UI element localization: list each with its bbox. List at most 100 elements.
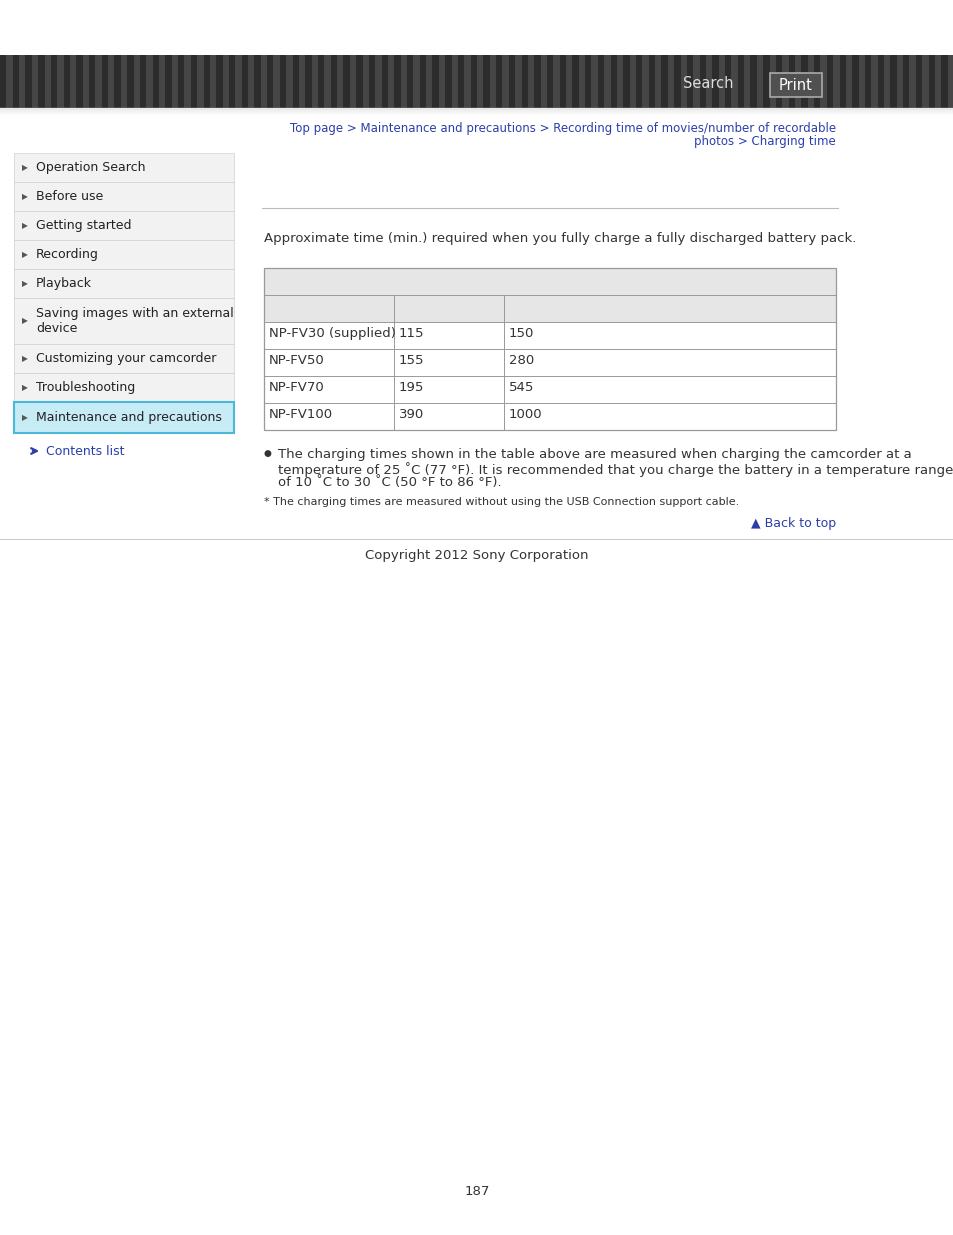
Bar xyxy=(197,56,204,107)
Text: Top page > Maintenance and precautions > Recording time of movies/number of reco: Top page > Maintenance and precautions >… xyxy=(290,122,835,135)
Bar xyxy=(184,56,192,107)
Bar xyxy=(629,56,636,107)
Bar xyxy=(553,56,559,107)
Bar xyxy=(731,56,738,107)
Bar xyxy=(381,56,388,107)
Bar xyxy=(369,56,375,107)
Bar xyxy=(400,56,407,107)
Bar xyxy=(19,56,26,107)
Bar xyxy=(617,56,623,107)
Text: Playback: Playback xyxy=(36,277,91,290)
Bar xyxy=(515,56,521,107)
Bar xyxy=(584,56,592,107)
Bar xyxy=(565,56,573,107)
Bar xyxy=(858,56,864,107)
Text: Contents list: Contents list xyxy=(46,445,125,458)
Text: Copyright 2012 Sony Corporation: Copyright 2012 Sony Corporation xyxy=(365,550,588,562)
Bar xyxy=(750,56,757,107)
Bar xyxy=(375,56,382,107)
Bar xyxy=(0,114,953,115)
Bar xyxy=(483,56,490,107)
Text: * The charging times are measured without using the USB Connection support cable: * The charging times are measured withou… xyxy=(264,496,739,508)
Bar xyxy=(445,56,452,107)
Text: Getting started: Getting started xyxy=(36,219,132,232)
Bar xyxy=(14,240,233,269)
Text: 187: 187 xyxy=(464,1186,489,1198)
Bar xyxy=(877,56,883,107)
Bar xyxy=(851,56,859,107)
Text: ▶: ▶ xyxy=(22,221,28,230)
Text: 280: 280 xyxy=(509,354,534,367)
Bar xyxy=(820,56,826,107)
Bar xyxy=(102,56,109,107)
Bar xyxy=(127,56,134,107)
Text: device: device xyxy=(36,321,77,335)
Text: NP-FV100: NP-FV100 xyxy=(269,408,333,421)
Bar xyxy=(216,56,223,107)
Bar xyxy=(14,373,233,403)
Bar xyxy=(114,56,121,107)
Text: Customizing your camcorder: Customizing your camcorder xyxy=(36,352,216,366)
Bar xyxy=(70,56,77,107)
Text: ▶: ▶ xyxy=(22,279,28,288)
Bar xyxy=(922,56,928,107)
Bar xyxy=(51,56,58,107)
Bar xyxy=(178,56,185,107)
Text: 155: 155 xyxy=(398,354,424,367)
Bar xyxy=(438,56,445,107)
Bar xyxy=(0,109,953,110)
Bar xyxy=(464,56,471,107)
Bar xyxy=(674,56,680,107)
Bar xyxy=(14,403,233,433)
Text: NP-FV30 (supplied): NP-FV30 (supplied) xyxy=(269,327,395,340)
Text: ▶: ▶ xyxy=(22,249,28,259)
Bar xyxy=(0,110,953,112)
Bar xyxy=(312,56,318,107)
Bar xyxy=(407,56,414,107)
Bar xyxy=(591,56,598,107)
Bar xyxy=(826,56,833,107)
Bar xyxy=(622,56,630,107)
Text: ●: ● xyxy=(264,450,272,458)
Bar xyxy=(248,56,254,107)
Bar xyxy=(743,56,750,107)
Bar xyxy=(908,56,916,107)
Text: Before use: Before use xyxy=(36,190,103,203)
Bar xyxy=(14,269,233,298)
Bar xyxy=(14,182,233,211)
Bar xyxy=(286,56,293,107)
Bar xyxy=(14,345,233,373)
Bar xyxy=(762,56,769,107)
Text: Saving images with an external: Saving images with an external xyxy=(36,308,233,321)
Bar xyxy=(260,56,268,107)
Bar xyxy=(572,56,578,107)
Bar xyxy=(140,56,147,107)
Bar xyxy=(26,56,32,107)
Bar xyxy=(769,56,776,107)
Text: Print: Print xyxy=(779,78,812,93)
Bar xyxy=(293,56,299,107)
Bar xyxy=(527,56,535,107)
Bar xyxy=(927,56,935,107)
Bar xyxy=(317,56,325,107)
Bar xyxy=(496,56,502,107)
Bar xyxy=(534,56,540,107)
Bar xyxy=(801,56,807,107)
Bar xyxy=(172,56,178,107)
Bar xyxy=(502,56,509,107)
Bar xyxy=(0,110,953,111)
Bar xyxy=(121,56,128,107)
Bar xyxy=(896,56,902,107)
Bar xyxy=(146,56,153,107)
Text: Maintenance and precautions: Maintenance and precautions xyxy=(36,411,222,424)
Bar xyxy=(546,56,554,107)
Bar xyxy=(38,56,45,107)
Bar xyxy=(350,56,356,107)
Bar xyxy=(775,56,782,107)
Text: Search: Search xyxy=(682,77,733,91)
Bar xyxy=(724,56,731,107)
Bar xyxy=(667,56,674,107)
Bar xyxy=(57,56,64,107)
Bar xyxy=(737,56,744,107)
Bar xyxy=(274,56,280,107)
